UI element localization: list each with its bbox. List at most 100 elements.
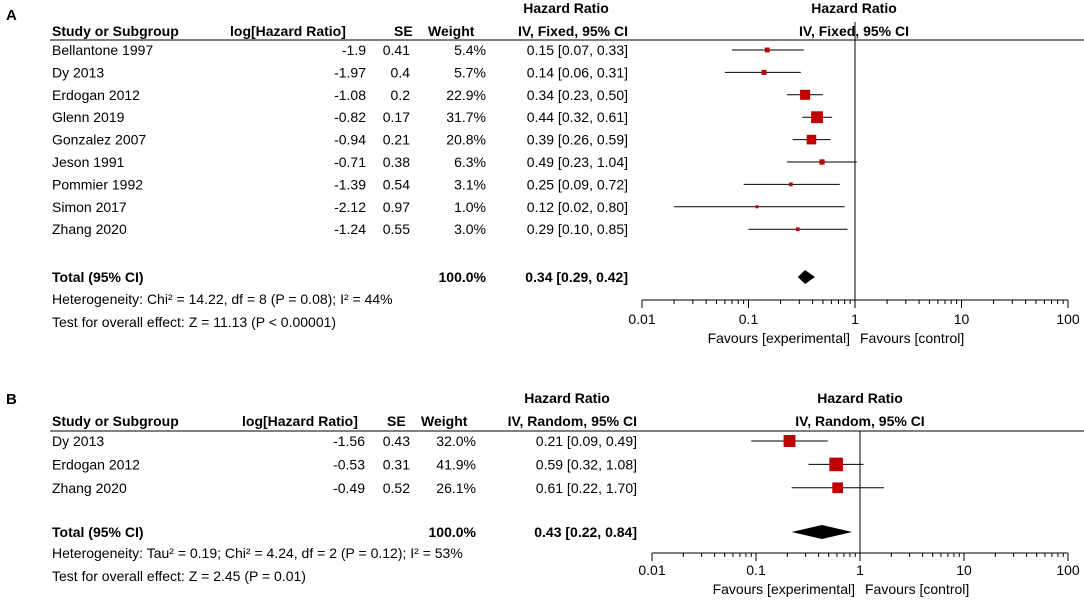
hr-ci-value: 0.49 [0.23, 1.04] xyxy=(527,154,628,170)
hr-ci-value: 0.44 [0.32, 0.61] xyxy=(527,109,628,125)
x-axis-tick-label: 0.01 xyxy=(628,311,655,327)
study-name: Zhang 2020 xyxy=(52,221,127,237)
se-value: 0.97 xyxy=(383,199,410,215)
x-axis-tick-label: 0.1 xyxy=(739,311,759,327)
weight-value: 1.0% xyxy=(454,199,486,215)
plot-title: Hazard Ratio xyxy=(811,0,897,16)
heterogeneity-text: Heterogeneity: Chi² = 14.22, df = 8 (P =… xyxy=(52,291,393,307)
hr-column-title: Hazard Ratio xyxy=(523,0,609,16)
study-name: Gonzalez 2007 xyxy=(52,132,146,148)
total-weight: 100.0% xyxy=(439,269,487,285)
study-column-header: Study or Subgroup xyxy=(52,23,179,39)
weight-value: 26.1% xyxy=(436,480,476,496)
point-estimate-marker xyxy=(832,482,844,494)
point-estimate-marker xyxy=(800,89,811,100)
hr-ci-value: 0.25 [0.09, 0.72] xyxy=(527,176,628,192)
hr-ci-value: 0.15 [0.07, 0.33] xyxy=(527,42,628,58)
favours-control-label: Favours [control] xyxy=(865,581,969,597)
loghr-value: -1.39 xyxy=(334,176,366,192)
study-column-header: Study or Subgroup xyxy=(52,413,179,429)
weight-value: 3.1% xyxy=(454,176,486,192)
se-value: 0.38 xyxy=(383,154,410,170)
study-name: Pommier 1992 xyxy=(52,176,143,192)
hr-method-header: IV, Random, 95% CI xyxy=(508,413,637,429)
hr-ci-value: 0.14 [0.06, 0.31] xyxy=(527,64,628,80)
weight-value: 5.4% xyxy=(454,42,486,58)
weight-value: 6.3% xyxy=(454,154,486,170)
point-estimate-marker xyxy=(783,435,796,447)
point-estimate-marker xyxy=(806,134,817,145)
weight-value: 31.7% xyxy=(446,109,486,125)
total-label: Total (95% CI) xyxy=(52,269,144,285)
loghr-value: -1.24 xyxy=(334,221,366,237)
se-value: 0.52 xyxy=(383,480,410,496)
x-axis-tick-label: 0.1 xyxy=(746,562,766,578)
weight-value: 22.9% xyxy=(446,87,486,103)
total-label: Total (95% CI) xyxy=(52,524,144,540)
study-name: Dy 2013 xyxy=(52,64,104,80)
loghr-column-header: log[Hazard Ratio] xyxy=(230,23,346,39)
weight-value: 3.0% xyxy=(454,221,486,237)
loghr-value: -1.9 xyxy=(342,42,366,58)
point-estimate-marker xyxy=(829,457,843,472)
study-name: Erdogan 2012 xyxy=(52,456,140,472)
total-hr-ci: 0.34 [0.29, 0.42] xyxy=(525,269,628,285)
x-axis-tick-label: 100 xyxy=(1056,311,1080,327)
loghr-value: -1.08 xyxy=(334,87,366,103)
loghr-value: -0.53 xyxy=(333,456,365,472)
heterogeneity-text: Heterogeneity: Tau² = 0.19; Chi² = 4.24,… xyxy=(52,545,463,561)
se-value: 0.31 xyxy=(383,456,410,472)
total-weight: 100.0% xyxy=(429,524,477,540)
pooled-estimate-diamond xyxy=(791,525,853,539)
overall-effect-text: Test for overall effect: Z = 11.13 (P < … xyxy=(52,314,336,330)
study-name: Dy 2013 xyxy=(52,433,104,449)
study-name: Bellantone 1997 xyxy=(52,42,153,58)
panel-letter: B xyxy=(6,391,17,408)
pooled-estimate-diamond xyxy=(797,270,815,284)
study-name: Jeson 1991 xyxy=(52,154,125,170)
weight-value: 32.0% xyxy=(436,433,476,449)
total-hr-ci: 0.43 [0.22, 0.84] xyxy=(534,524,637,540)
favours-experimental-label: Favours [experimental] xyxy=(713,581,855,597)
loghr-value: -2.12 xyxy=(334,199,366,215)
loghr-value: -0.49 xyxy=(333,480,365,496)
se-value: 0.54 xyxy=(383,176,410,192)
se-value: 0.4 xyxy=(391,64,411,80)
se-column-header: SE xyxy=(394,23,413,39)
se-value: 0.43 xyxy=(383,433,410,449)
weight-column-header: Weight xyxy=(428,23,475,39)
point-estimate-marker xyxy=(795,227,800,232)
x-axis-tick-label: 1 xyxy=(851,311,859,327)
point-estimate-marker xyxy=(789,182,793,187)
se-column-header: SE xyxy=(387,413,406,429)
weight-value: 20.8% xyxy=(446,132,486,148)
weight-value: 41.9% xyxy=(436,456,476,472)
loghr-value: -0.94 xyxy=(334,132,366,148)
hr-column-title: Hazard Ratio xyxy=(524,390,610,406)
se-value: 0.17 xyxy=(383,109,410,125)
weight-value: 5.7% xyxy=(454,64,486,80)
hr-ci-value: 0.12 [0.02, 0.80] xyxy=(527,199,628,215)
plot-method-header: IV, Fixed, 95% CI xyxy=(799,23,909,39)
overall-effect-text: Test for overall effect: Z = 2.45 (P = 0… xyxy=(52,568,306,584)
hr-ci-value: 0.21 [0.09, 0.49] xyxy=(536,433,637,449)
loghr-value: -0.82 xyxy=(334,109,366,125)
loghr-value: -1.97 xyxy=(334,64,366,80)
hr-ci-value: 0.29 [0.10, 0.85] xyxy=(527,221,628,237)
hr-ci-value: 0.61 [0.22, 1.70] xyxy=(536,480,637,496)
hr-ci-value: 0.59 [0.32, 1.08] xyxy=(536,456,637,472)
study-name: Glenn 2019 xyxy=(52,109,125,125)
hr-ci-value: 0.39 [0.26, 0.59] xyxy=(527,132,628,148)
favours-experimental-label: Favours [experimental] xyxy=(708,330,850,346)
study-name: Simon 2017 xyxy=(52,199,127,215)
weight-column-header: Weight xyxy=(421,413,468,429)
x-axis-tick-label: 10 xyxy=(954,311,970,327)
point-estimate-marker xyxy=(811,111,823,124)
se-value: 0.41 xyxy=(383,42,410,58)
se-value: 0.2 xyxy=(391,87,411,103)
x-axis-tick-label: 1 xyxy=(856,562,864,578)
loghr-value: -1.56 xyxy=(333,433,365,449)
study-name: Zhang 2020 xyxy=(52,480,127,496)
hr-ci-value: 0.34 [0.23, 0.50] xyxy=(527,87,628,103)
